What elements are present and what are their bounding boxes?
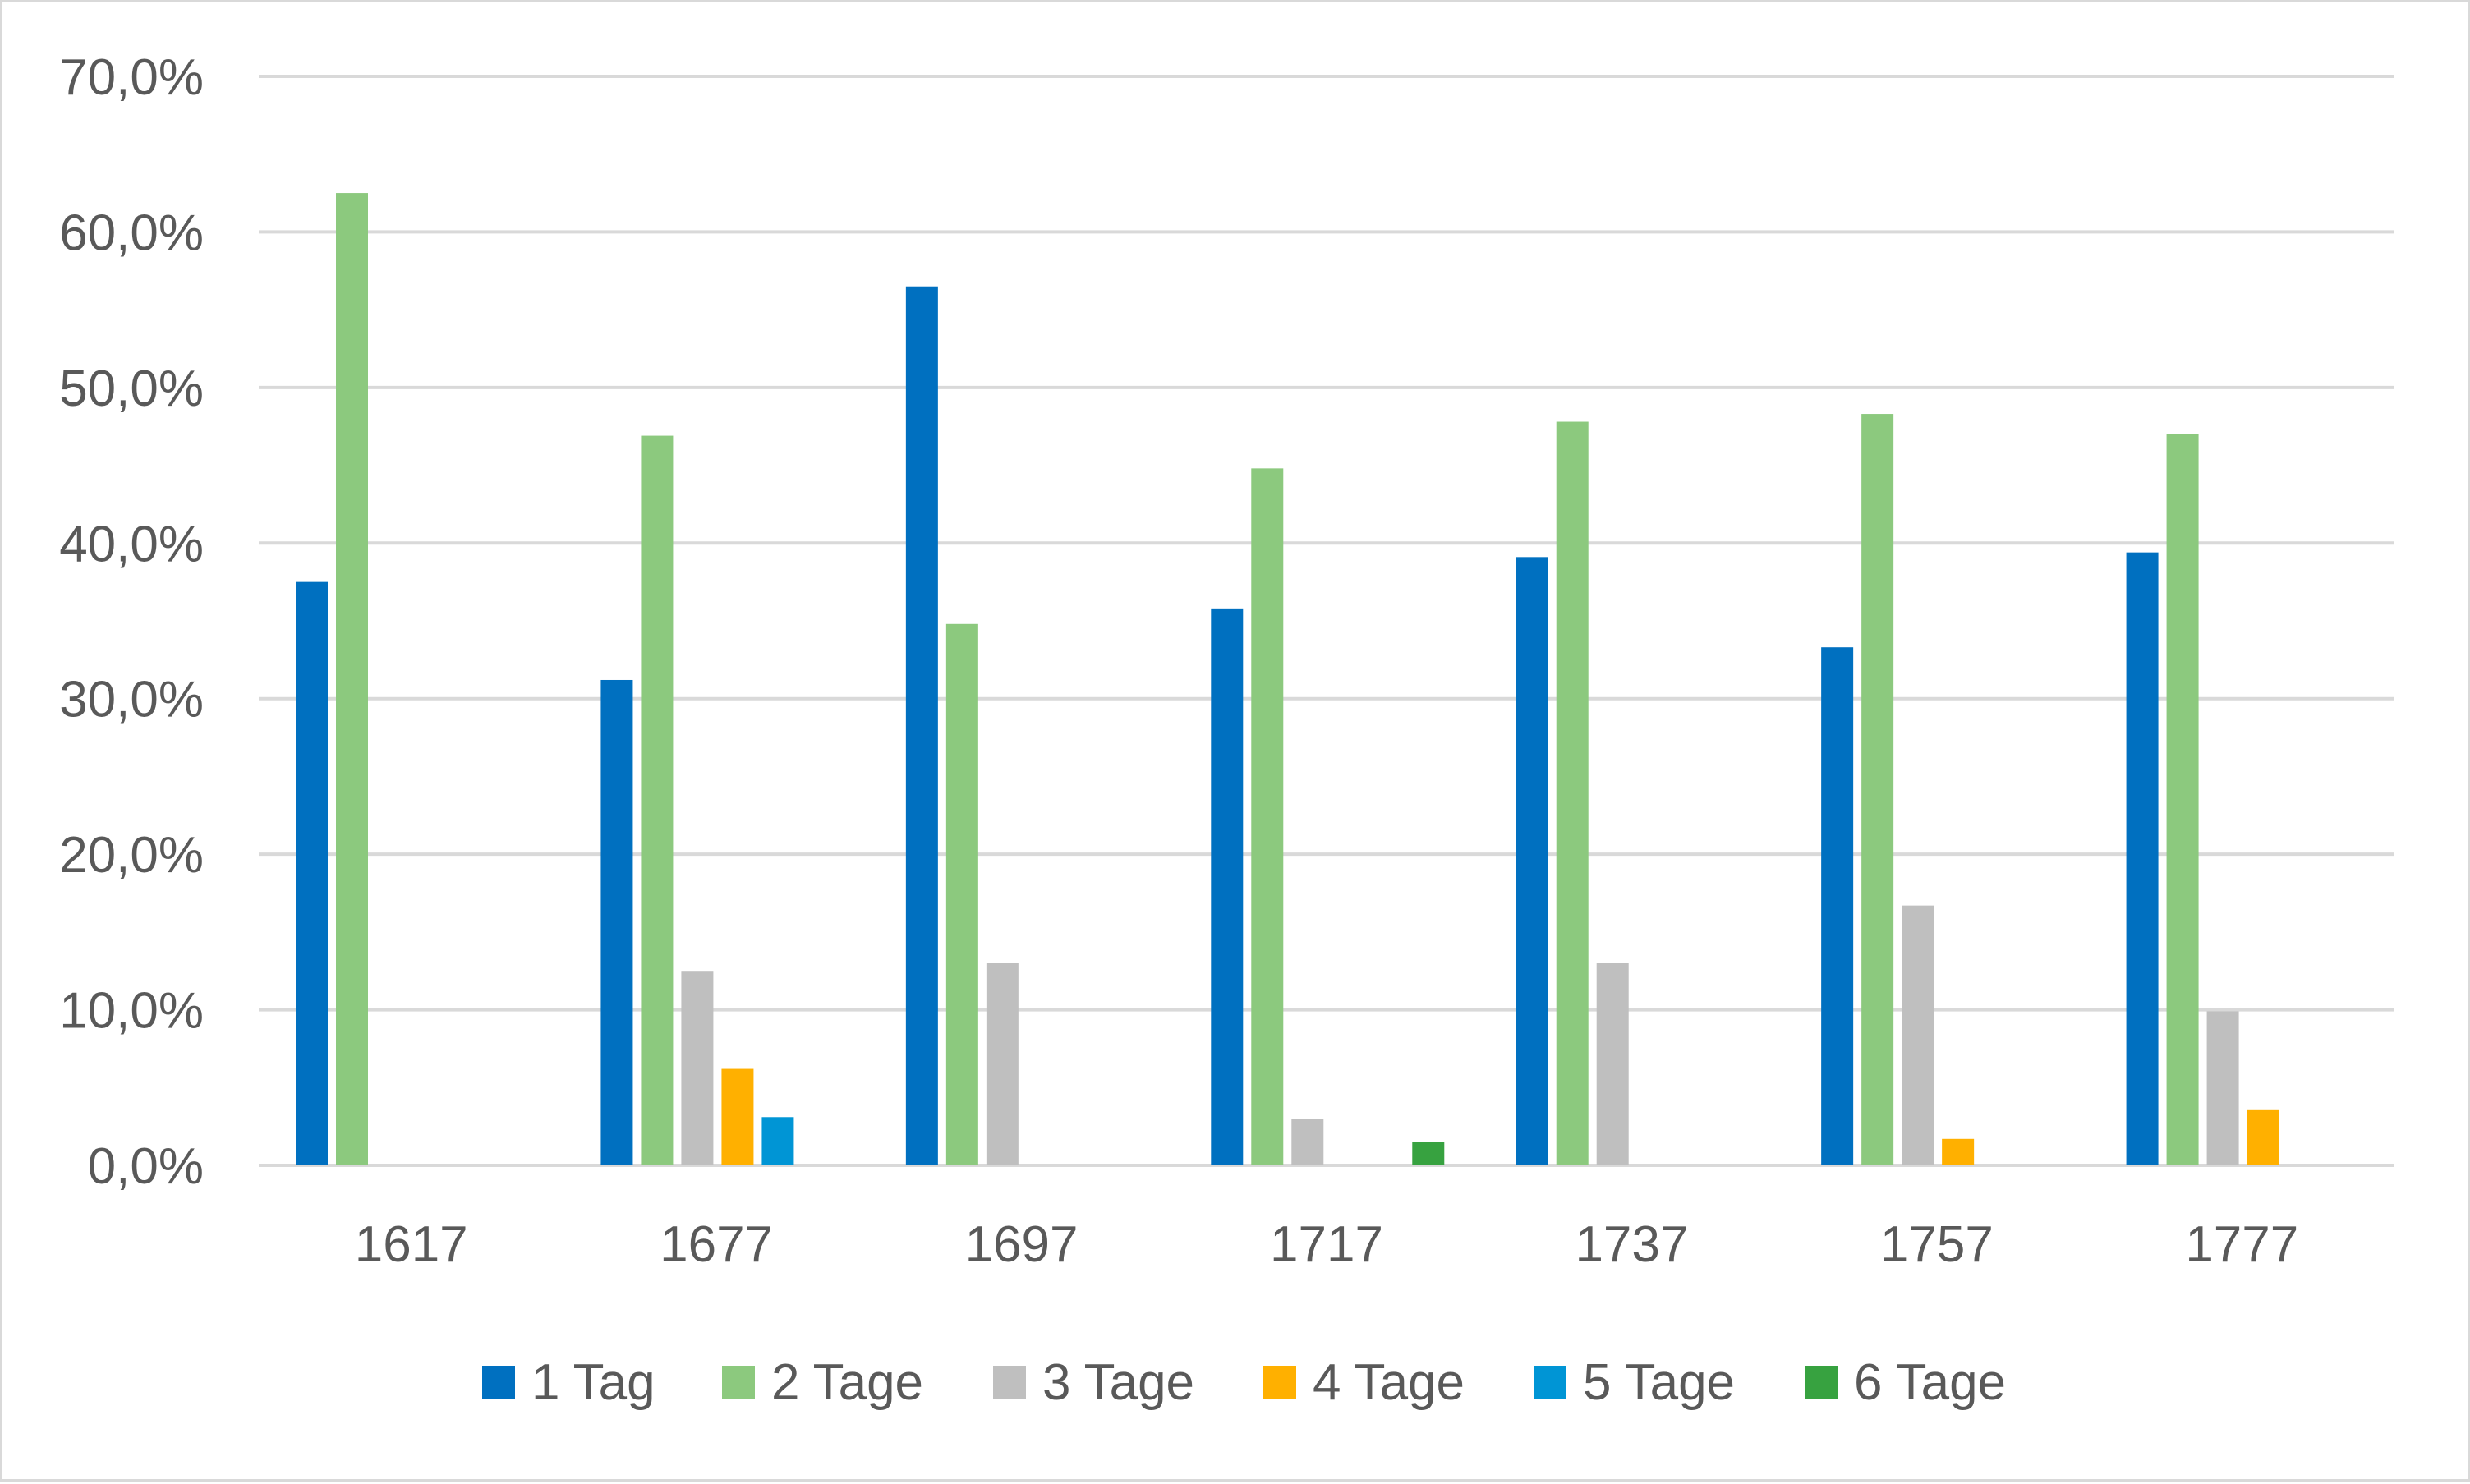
x-tick-label: 1757: [1880, 1216, 1994, 1273]
bars: [296, 193, 2279, 1166]
bar: [1596, 963, 1629, 1165]
legend-label: 1 Tag: [531, 1354, 655, 1411]
legend-swatch: [1263, 1366, 1296, 1399]
bar: [641, 435, 674, 1165]
bar: [681, 971, 714, 1165]
y-tick-label: 60,0%: [59, 204, 204, 261]
y-tick-label: 40,0%: [59, 516, 204, 572]
legend-label: 4 Tage: [1313, 1354, 1465, 1411]
bar: [1861, 414, 1894, 1165]
legend-swatch: [1534, 1366, 1566, 1399]
y-tick-label: 70,0%: [59, 49, 204, 106]
bar: [1412, 1142, 1445, 1165]
bar: [986, 963, 1019, 1165]
y-tick-label: 50,0%: [59, 361, 204, 417]
legend-label: 2 Tage: [771, 1354, 923, 1411]
bar: [1251, 468, 1284, 1165]
bar: [2206, 1011, 2239, 1165]
bar: [1516, 557, 1548, 1165]
legend-swatch: [722, 1366, 755, 1399]
x-tick-label: 1677: [660, 1216, 773, 1273]
bar: [1291, 1119, 1324, 1165]
x-tick-label: 1717: [1270, 1216, 1383, 1273]
legend-label: 5 Tage: [1583, 1354, 1735, 1411]
legend-item: 2 Tage: [722, 1354, 923, 1411]
bar: [2166, 434, 2199, 1165]
legend-item: 4 Tage: [1263, 1354, 1465, 1411]
bar: [1902, 905, 1934, 1165]
legend-item: 5 Tage: [1534, 1354, 1735, 1411]
legend-item: 1 Tag: [482, 1354, 655, 1411]
bar: [1942, 1138, 1975, 1165]
gridlines: [259, 75, 2394, 1167]
x-tick-label: 1697: [965, 1216, 1079, 1273]
legend-swatch: [482, 1366, 515, 1399]
x-axis-ticks: 1617 1677 1697 1717 1737 1757 1777: [355, 1216, 2299, 1273]
bar: [905, 286, 938, 1166]
bar: [1211, 608, 1244, 1165]
y-tick-label: 20,0%: [59, 827, 204, 884]
bar: [336, 193, 368, 1166]
legend-label: 3 Tage: [1042, 1354, 1194, 1411]
y-tick-label: 30,0%: [59, 672, 204, 728]
bar: [721, 1068, 754, 1165]
bar: [1556, 421, 1589, 1165]
bar: [2126, 552, 2159, 1165]
bar: [2247, 1109, 2279, 1165]
x-tick-label: 1777: [2185, 1216, 2298, 1273]
y-axis-ticks: 0,0% 10,0% 20,0% 30,0% 40,0% 50,0% 60,0% 70,0%: [59, 49, 204, 1195]
bar: [1821, 647, 1854, 1165]
legend-item: 3 Tage: [993, 1354, 1194, 1411]
legend-item: 6 Tage: [1805, 1354, 2006, 1411]
legend: 1 Tag 2 Tage 3 Tage 4 Tage 5 Tage 6 Tage: [482, 1354, 2006, 1411]
x-tick-label: 1737: [1575, 1216, 1688, 1273]
bar: [600, 679, 633, 1165]
y-tick-label: 10,0%: [59, 983, 204, 1040]
bar: [945, 623, 978, 1165]
y-tick-label: 0,0%: [88, 1138, 204, 1195]
legend-swatch: [993, 1366, 1026, 1399]
legend-swatch: [1805, 1366, 1838, 1399]
bar: [761, 1117, 794, 1165]
bar: [296, 581, 328, 1165]
x-tick-label: 1617: [355, 1216, 468, 1273]
legend-label: 6 Tage: [1854, 1354, 2006, 1411]
